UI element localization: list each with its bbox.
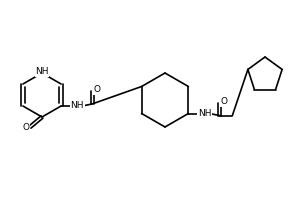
Text: NH: NH <box>198 109 211 118</box>
Text: NH: NH <box>70 102 84 110</box>
Text: O: O <box>94 86 100 95</box>
Text: NH: NH <box>35 68 49 76</box>
Text: O: O <box>22 123 29 132</box>
Text: O: O <box>221 97 228 106</box>
